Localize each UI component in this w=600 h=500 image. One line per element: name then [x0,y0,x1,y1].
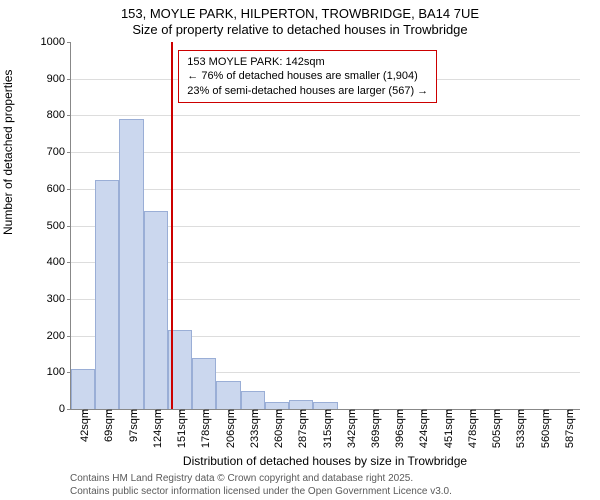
histogram-bar [216,381,240,409]
histogram-bar [241,391,265,409]
y-axis-label: Number of detached properties [1,70,15,235]
histogram-bar [119,119,143,409]
x-tick-label: 424sqm [414,409,430,448]
x-tick-label: 206sqm [221,409,237,448]
x-tick-label: 505sqm [487,409,503,448]
y-tick-label: 300 [47,293,71,305]
annotation-callout: 153 MOYLE PARK: 142sqm← 76% of detached … [178,50,437,103]
x-axis-label: Distribution of detached houses by size … [70,454,580,468]
x-tick-label: 587sqm [560,409,576,448]
plot-area: 0100200300400500600700800900100042sqm69s… [70,42,580,410]
x-tick-label: 396sqm [390,409,406,448]
gridline-horizontal [71,189,580,190]
x-tick-label: 369sqm [366,409,382,448]
title-address: 153, MOYLE PARK, HILPERTON, TROWBRIDGE, … [0,6,600,21]
annotation-line: ← 76% of detached houses are smaller (1,… [187,69,428,83]
histogram-bar [95,180,119,409]
histogram-bar [71,369,95,409]
chart-footer: Contains HM Land Registry data © Crown c… [70,472,580,498]
x-tick-label: 69sqm [99,409,115,442]
x-tick-label: 233sqm [245,409,261,448]
annotation-line: 153 MOYLE PARK: 142sqm [187,55,428,69]
x-tick-label: 315sqm [318,409,334,448]
histogram-bar [289,400,313,409]
annotation-line: 23% of semi-detached houses are larger (… [187,84,428,98]
x-tick-label: 97sqm [124,409,140,442]
title-subtitle: Size of property relative to detached ho… [0,22,600,37]
histogram-bar [192,358,216,409]
y-tick-label: 800 [47,109,71,121]
x-tick-label: 287sqm [293,409,309,448]
x-tick-label: 124sqm [148,409,164,448]
y-tick-label: 0 [59,403,71,415]
footer-line2: Contains public sector information licen… [70,485,580,498]
histogram-bar [144,211,168,409]
x-tick-label: 178sqm [196,409,212,448]
y-tick-label: 600 [47,183,71,195]
x-tick-label: 478sqm [463,409,479,448]
y-tick-label: 500 [47,220,71,232]
gridline-horizontal [71,115,580,116]
y-tick-label: 400 [47,256,71,268]
x-tick-label: 533sqm [511,409,527,448]
histogram-bar [265,402,289,409]
x-tick-label: 451sqm [439,409,455,448]
footer-line1: Contains HM Land Registry data © Crown c… [70,472,580,485]
x-tick-label: 151sqm [172,409,188,448]
x-tick-label: 42sqm [75,409,91,442]
y-tick-label: 100 [47,366,71,378]
chart-container: 153, MOYLE PARK, HILPERTON, TROWBRIDGE, … [0,0,600,500]
marker-vertical-line [171,42,173,409]
y-tick-label: 200 [47,330,71,342]
y-tick-label: 1000 [41,36,71,48]
histogram-bar [313,402,337,409]
x-tick-label: 260sqm [269,409,285,448]
y-tick-label: 900 [47,73,71,85]
gridline-horizontal [71,152,580,153]
y-tick-label: 700 [47,146,71,158]
x-tick-label: 560sqm [536,409,552,448]
x-tick-label: 342sqm [342,409,358,448]
